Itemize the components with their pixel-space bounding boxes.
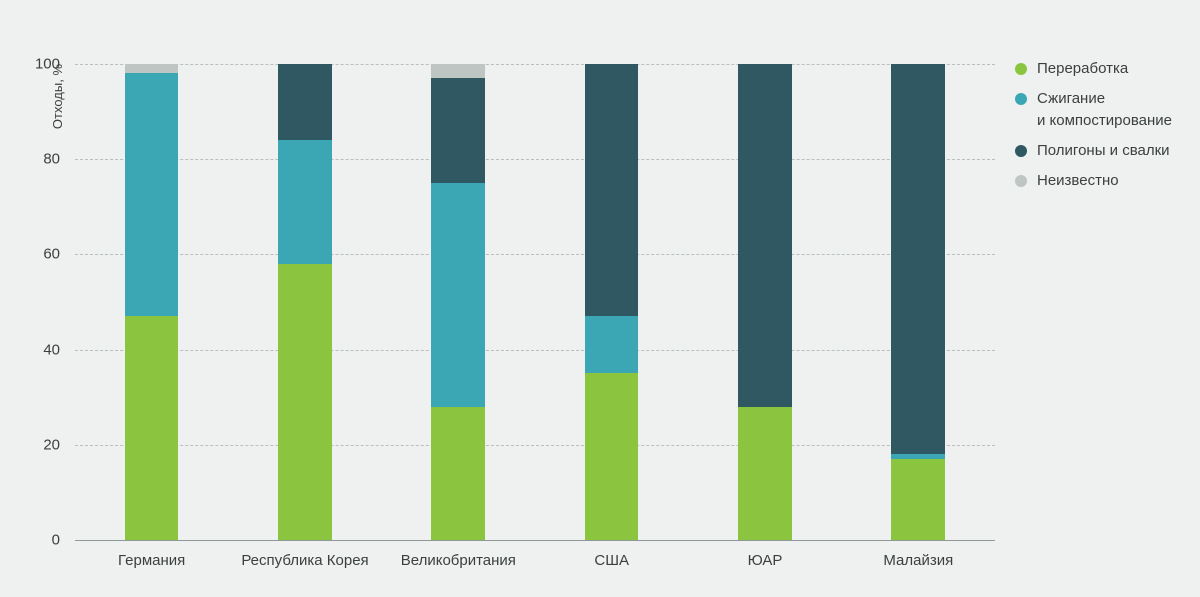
- plot-area: [75, 40, 995, 540]
- legend-label: Неизвестно: [1037, 170, 1119, 192]
- x-axis-line: [75, 540, 995, 541]
- bar-segment-landfill: [431, 78, 485, 183]
- bar-slot: [842, 40, 995, 540]
- ytick-label: 20: [0, 436, 60, 453]
- xtick-label: Великобритания: [401, 552, 516, 569]
- bar-segment-landfill: [891, 64, 945, 454]
- yaxis-title: Отходы, %: [50, 64, 65, 129]
- bar-slot: [228, 40, 381, 540]
- xtick-label: Германия: [118, 552, 185, 569]
- legend-item: Неизвестно: [1015, 170, 1172, 192]
- bar-segment-recycling: [125, 316, 179, 540]
- legend-label: Полигоны и свалки: [1037, 140, 1170, 162]
- bar-segment-unknown: [431, 64, 485, 78]
- bar-segment-recycling: [431, 407, 485, 540]
- bar-segment-unknown: [125, 64, 179, 74]
- legend: Переработка Сжигание и компостирование Пол…: [1015, 58, 1172, 200]
- legend-swatch: [1015, 175, 1027, 187]
- legend-item: Переработка: [1015, 58, 1172, 80]
- ytick-label: 80: [0, 151, 60, 168]
- ytick-label: 40: [0, 341, 60, 358]
- bar-segment-recycling: [891, 459, 945, 540]
- legend-item: Сжигание и компостирование: [1015, 88, 1172, 132]
- ytick-label: 100: [0, 55, 60, 72]
- bar-segment-recycling: [738, 407, 792, 540]
- ytick-label: 0: [0, 532, 60, 549]
- bar-slot: [75, 40, 228, 540]
- legend-label: Переработка: [1037, 58, 1128, 80]
- bar-slot: [382, 40, 535, 540]
- chart-stage: Отходы, % Переработка Сжигание и компости…: [0, 0, 1200, 597]
- bar-segment-landfill: [585, 64, 639, 316]
- bar-segment-recycling: [278, 264, 332, 540]
- bar-segment-incin: [585, 316, 639, 373]
- bar: [125, 40, 179, 540]
- bar: [891, 40, 945, 540]
- xtick-label: Малайзия: [883, 552, 953, 569]
- ytick-label: 60: [0, 246, 60, 263]
- legend-swatch: [1015, 63, 1027, 75]
- bar-slot: [688, 40, 841, 540]
- legend-item: Полигоны и свалки: [1015, 140, 1172, 162]
- legend-label: Сжигание и компостирование: [1037, 88, 1172, 132]
- xtick-label: Республика Корея: [241, 552, 368, 569]
- bar-segment-landfill: [738, 64, 792, 407]
- bar: [585, 40, 639, 540]
- bar: [738, 40, 792, 540]
- bar: [431, 40, 485, 540]
- bar-segment-recycling: [585, 373, 639, 540]
- legend-swatch: [1015, 93, 1027, 105]
- bar-segment-incin: [278, 140, 332, 264]
- legend-swatch: [1015, 145, 1027, 157]
- bar: [278, 40, 332, 540]
- bar-segment-incin: [431, 183, 485, 407]
- bar-slot: [535, 40, 688, 540]
- bar-segment-landfill: [278, 64, 332, 140]
- bar-segment-incin: [125, 73, 179, 316]
- xtick-label: США: [594, 552, 629, 569]
- xtick-label: ЮАР: [748, 552, 783, 569]
